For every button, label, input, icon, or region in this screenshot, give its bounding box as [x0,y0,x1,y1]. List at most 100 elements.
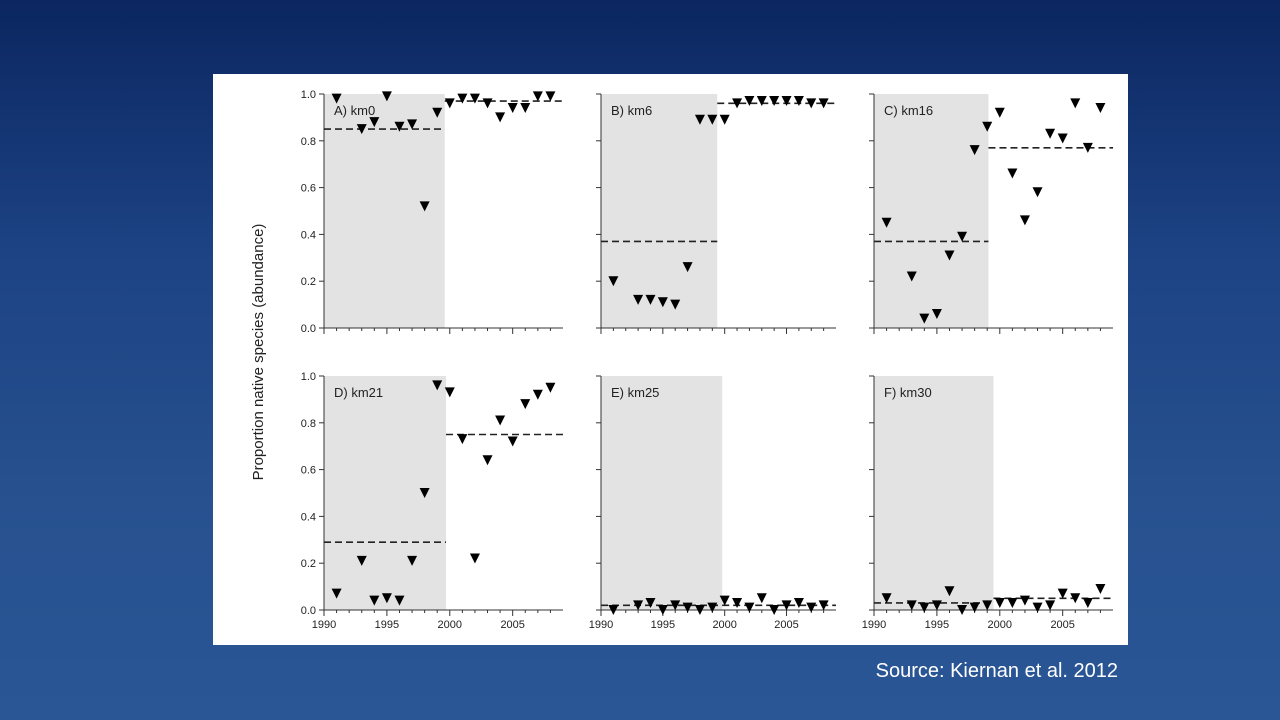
panel-4-data-point [457,434,468,445]
panel-1-y-tick-label: 0.6 [301,183,316,195]
panel-4-y-tick-label: 0.6 [301,465,316,477]
panel-1-data-point [482,98,493,109]
panel-2-data-point [793,96,804,107]
panel-3-data-point [931,308,942,319]
panel-2-shade-region [601,94,718,328]
panel-2-data-point [769,96,780,107]
panel-1-y-tick-label: 0.8 [301,136,316,148]
panel-4-data-point [507,436,518,447]
panel-4-data-point [394,595,405,606]
panel-1-label: A) km0 [334,103,375,118]
panel-3-data-point [1045,128,1056,139]
panel-4-data-point [407,555,418,566]
panel-5-data-point [806,602,817,613]
panel-6-data-point [1045,600,1056,611]
panel-5-data-point [793,597,804,608]
panel-5-data-point [756,593,767,604]
panel-1-data-point [520,103,531,114]
panel-5-data-point [670,600,681,611]
panel-4-x-tick-label: 1990 [312,619,336,631]
panel-4-data-point [444,387,455,398]
panel-4-data-point [331,588,342,599]
panel-4-x-tick-label: 2005 [500,619,524,631]
panel-5-x-tick-label: 1995 [651,619,675,631]
panel-4-label: D) km21 [334,385,383,400]
panel-6-x-tick-label: 1990 [862,619,886,631]
panel-6-data-point [1007,597,1018,608]
panel-5-data-point [633,600,644,611]
panel-1-y-tick-label: 0.2 [301,276,316,288]
panel-5-x-tick-label: 1990 [589,619,613,631]
panel-6-data-point [969,602,980,613]
panel-4-x-tick-label: 1995 [375,619,399,631]
panel-3-data-point [957,231,968,242]
panel-4-data-point [545,382,556,393]
panel-4-y-tick-label: 0.0 [301,605,316,617]
panel-6-data-point [957,605,968,615]
panel-4-y-tick-label: 0.2 [301,558,316,570]
panel-2-data-point [707,114,718,125]
panel-6-data-point [1095,583,1106,594]
panel-5-data-point [608,605,619,615]
panel-1-data-point [331,93,342,104]
panel-4-data-point [495,415,506,426]
panel-4-shade-region [324,376,447,610]
panel-5-label: E) km25 [611,385,659,400]
panel-6-shade-region [874,376,994,610]
panel-4-data-point [381,593,392,604]
panel-5-data-point [781,600,792,611]
panel-1-data-point [394,121,405,132]
panel-5-x-tick-label: 2005 [774,619,798,631]
panel-6-x-tick-label: 2005 [1050,619,1074,631]
panel-6-data-point [1019,595,1030,606]
panel-1-data-point [419,201,430,212]
panel-6-x-tick-label: 1995 [925,619,949,631]
panel-4-y-tick-label: 0.8 [301,418,316,430]
panel-6-x-tick-label: 2000 [988,619,1012,631]
panel-4-y-tick-label: 1.0 [301,371,316,383]
panel-4-data-point [432,380,443,391]
panel-1-data-point [457,93,468,104]
panel-1-data-point [532,91,543,102]
panel-4-data-point [482,455,493,466]
panel-1-y-tick-label: 0.0 [301,323,316,335]
panel-2-data-point [670,299,681,310]
panel-6-data-point [994,597,1005,608]
panel-3-data-point [906,271,917,282]
panel-1-data-point [507,103,518,114]
panel-3-data-point [944,250,955,261]
panel-2-data-point [744,96,755,107]
source-citation: Source: Kiernan et al. 2012 [875,660,1118,682]
panel-6-data-point [1032,602,1043,613]
panel-5-data-point [818,600,829,611]
panel-6-data-point [906,600,917,611]
panel-4-x-tick-label: 2000 [438,619,462,631]
panel-4-data-point [532,389,543,400]
panel-3-data-point [1082,142,1093,153]
panel-5-x-tick-label: 2000 [712,619,736,631]
panel-6-data-point [919,602,930,613]
panel-3-data-point [982,121,993,132]
panel-5-data-point [707,602,718,613]
panel-3-shade-region [874,94,989,328]
panel-5-data-point [769,605,780,615]
panel-1-y-tick-label: 0.4 [301,229,316,241]
panel-2-data-point [818,98,829,109]
panel-2-data-point [633,294,644,305]
panel-1-data-point [545,91,556,102]
panel-3-data-point [994,107,1005,118]
panel-2-data-point [608,276,619,287]
panel-6-data-point [944,586,955,597]
panel-3-data-point [1032,187,1043,198]
panel-4-data-point [356,555,367,566]
panel-5-data-point [744,602,755,613]
panel-3-data-point [1095,103,1106,114]
panel-2-data-point [806,98,817,109]
panel-4-y-tick-label: 0.4 [301,511,316,523]
panel-6-data-point [1057,588,1068,599]
panel-1-data-point [444,98,455,109]
panel-3-data-point [1070,98,1081,109]
panel-2-data-point [719,114,730,125]
panel-4-data-point [419,488,430,498]
panel-5-data-point [719,595,730,606]
